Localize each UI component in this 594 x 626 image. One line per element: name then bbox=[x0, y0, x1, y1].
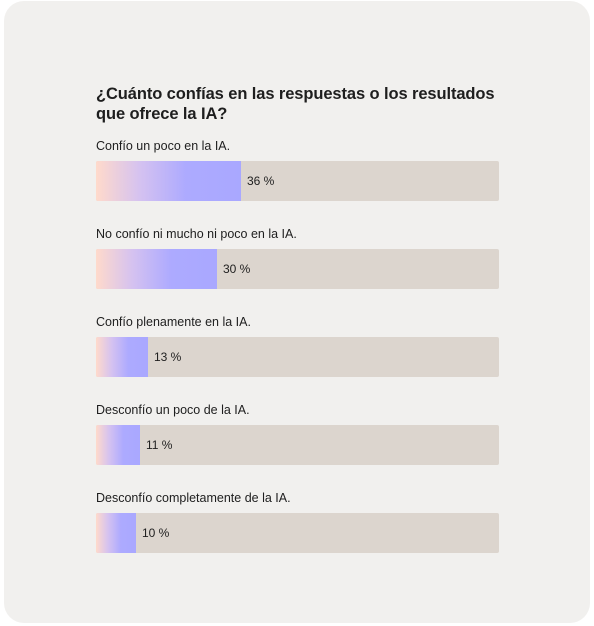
percent-label: 36 % bbox=[247, 174, 275, 188]
percent-label: 30 % bbox=[223, 262, 251, 276]
category-label: Confío un poco en la IA. bbox=[96, 139, 231, 153]
bar-track: 11 % bbox=[96, 425, 499, 465]
bar-track: 13 % bbox=[96, 337, 499, 377]
category-label: Confío plenamente en la IA. bbox=[96, 315, 251, 329]
category-label: Desconfío completamente de la IA. bbox=[96, 491, 291, 505]
percent-label: 11 % bbox=[146, 438, 173, 452]
bar-track: 36 % bbox=[96, 161, 499, 201]
category-label: No confío ni mucho ni poco en la IA. bbox=[96, 227, 297, 241]
bar-fill bbox=[96, 161, 241, 201]
bar-track: 30 % bbox=[96, 249, 499, 289]
chart-title: ¿Cuánto confías en las respuestas o los … bbox=[96, 85, 495, 123]
bar-fill bbox=[96, 249, 217, 289]
percent-label: 13 % bbox=[154, 350, 182, 364]
bar-fill bbox=[96, 513, 136, 553]
percent-label: 10 % bbox=[142, 526, 170, 540]
category-label: Desconfío un poco de la IA. bbox=[96, 403, 250, 417]
bar-fill bbox=[96, 337, 148, 377]
bar-fill bbox=[96, 425, 140, 465]
bar-track: 10 % bbox=[96, 513, 499, 553]
